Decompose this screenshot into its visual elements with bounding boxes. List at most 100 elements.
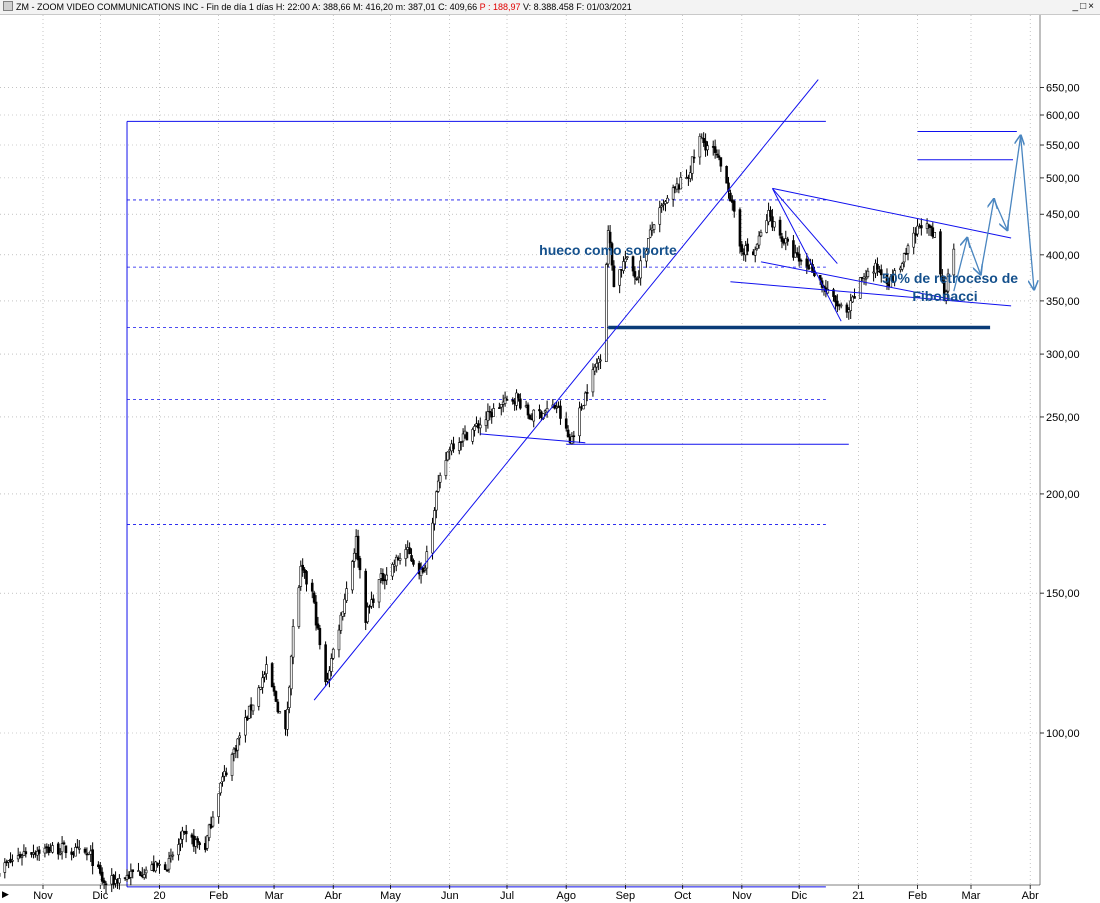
candle-body	[297, 587, 301, 627]
candle	[459, 441, 463, 451]
candle-body	[62, 842, 66, 845]
candle	[503, 391, 507, 407]
candle-body	[553, 404, 557, 409]
candle	[211, 811, 215, 828]
candle	[471, 427, 474, 445]
candle	[585, 384, 589, 402]
candle-body	[11, 860, 14, 862]
scroll-arrow-icon[interactable]: ▶	[2, 889, 9, 899]
candle-body	[358, 558, 362, 571]
candle-body	[914, 233, 917, 236]
candle-body	[610, 243, 614, 266]
x-tick-label: Jul	[500, 890, 514, 902]
candle	[593, 364, 597, 376]
price-chart[interactable]: 650,00 600,00 550,00 500,00 450,00 400,00 350,…	[0, 15, 1100, 903]
candle	[729, 189, 732, 202]
candle	[704, 133, 707, 157]
candle	[633, 266, 637, 285]
candle-body	[853, 296, 856, 299]
candle	[755, 243, 759, 251]
candle-body	[473, 426, 476, 431]
candle	[410, 548, 413, 562]
candle-body	[515, 392, 518, 406]
candle	[746, 238, 749, 256]
candle	[435, 490, 438, 519]
min-value: m: 387,01	[395, 2, 436, 12]
candle	[51, 842, 54, 854]
candle-body	[394, 556, 398, 567]
candle-body	[459, 441, 463, 443]
candle	[933, 232, 937, 238]
candle	[219, 782, 222, 796]
candle	[377, 579, 381, 609]
y-tick-label: 450,00	[1046, 209, 1080, 221]
forecast-segment	[993, 198, 1007, 230]
candle	[604, 262, 608, 363]
candle	[564, 412, 568, 432]
candle	[851, 295, 854, 304]
candle	[419, 562, 423, 584]
fan-line	[772, 188, 838, 264]
candle-body	[83, 848, 87, 853]
candle-body	[328, 670, 331, 680]
candle	[24, 847, 28, 858]
candle-body	[652, 224, 656, 230]
candle-body	[351, 561, 354, 591]
candle-body	[221, 776, 224, 782]
candle	[129, 863, 133, 886]
candle	[773, 221, 776, 232]
candle	[288, 685, 291, 714]
candle-body	[64, 845, 68, 854]
channel-mid-line	[760, 261, 960, 302]
candle-body	[461, 433, 465, 442]
candle	[131, 869, 135, 879]
candle-body	[717, 155, 721, 158]
candle	[599, 354, 602, 370]
candle	[372, 594, 375, 608]
candle	[515, 389, 518, 411]
candle	[310, 579, 314, 599]
candle	[77, 840, 81, 854]
annotation-fib-line1: 50% de retroceso de	[882, 270, 1018, 286]
candle	[286, 701, 289, 737]
candle-body	[836, 300, 839, 307]
candle	[582, 404, 585, 410]
candle	[662, 199, 665, 211]
annotation-gap-support: hueco como soporte	[539, 242, 677, 258]
candle	[488, 405, 492, 421]
candle	[194, 836, 198, 854]
candle-body	[364, 570, 367, 623]
candle	[18, 851, 22, 859]
candle	[158, 860, 161, 874]
candle-body	[876, 263, 879, 270]
candle-body	[431, 522, 434, 554]
candle	[893, 268, 896, 287]
window-buttons[interactable]: _□×	[1072, 1, 1096, 12]
candle-body	[331, 648, 335, 659]
candle	[142, 868, 146, 880]
candle-body	[244, 717, 247, 736]
candle-body	[582, 405, 585, 410]
candle-body	[478, 424, 482, 429]
candle-body	[486, 411, 490, 421]
candle-body	[866, 270, 870, 277]
candle	[715, 149, 719, 159]
candle	[102, 877, 106, 890]
candle	[690, 156, 694, 181]
candle-body	[211, 816, 215, 827]
candle-body	[715, 153, 719, 156]
candle	[652, 224, 656, 234]
candle-body	[154, 861, 157, 872]
x-tick-label: Abr	[325, 890, 342, 902]
candle	[797, 245, 801, 267]
candle-body	[167, 858, 171, 870]
candle	[912, 226, 916, 255]
candle	[732, 199, 736, 218]
candle	[179, 831, 182, 852]
candle-body	[366, 606, 369, 623]
candle	[517, 393, 520, 402]
candle-body	[725, 166, 728, 184]
candle-body	[732, 200, 736, 212]
candle	[58, 848, 62, 856]
candle-body	[51, 845, 54, 853]
